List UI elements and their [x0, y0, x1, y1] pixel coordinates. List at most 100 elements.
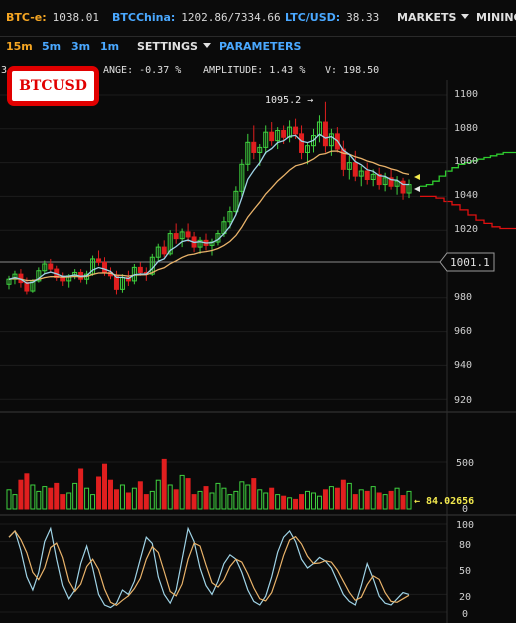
volume-bar — [340, 479, 346, 510]
volume-bar — [119, 484, 125, 510]
settings-menu[interactable]: SETTINGS — [137, 40, 211, 53]
volume-bar — [376, 492, 382, 510]
volume-bar — [179, 474, 185, 510]
candle-body — [137, 266, 143, 273]
candle-body — [96, 258, 102, 263]
price-tick-label: 1020 — [454, 224, 478, 235]
price-tick-label: 920 — [454, 395, 472, 406]
order-book-depth — [420, 151, 516, 230]
settings-menu-label: SETTINGS — [137, 40, 198, 53]
volume-bar — [215, 482, 221, 510]
candle-body — [161, 246, 167, 255]
volume-bar — [370, 486, 376, 510]
volume-bar — [334, 487, 340, 510]
moving-averages — [8, 133, 420, 284]
volume-bar — [322, 489, 328, 510]
price-tick-label: 980 — [454, 292, 472, 303]
volume-bar — [233, 490, 239, 510]
candle-body — [358, 170, 364, 177]
parameters-link[interactable]: PARAMETERS — [219, 40, 302, 53]
volume-tick-label: 0 — [462, 504, 468, 515]
volume-bar — [149, 490, 155, 510]
last-price-arrow-bottom — [414, 186, 420, 192]
stats-volume: V: 198.50 — [325, 65, 380, 76]
volume-bar — [173, 489, 179, 510]
volume-bar — [221, 487, 227, 510]
candle-body — [227, 211, 233, 223]
candle-body — [370, 173, 376, 180]
candle-body — [269, 131, 275, 142]
candle-body — [72, 271, 78, 277]
oscillator-series — [8, 526, 410, 609]
candle-body — [275, 129, 281, 142]
markets-menu[interactable]: MARKETS — [397, 11, 470, 24]
candle-body — [257, 146, 263, 153]
volume-bar — [90, 494, 96, 510]
volume-bar — [84, 487, 90, 510]
stats-bar: 3 ANGE: -0.37 % AMPLITUDE: 1.43 % V: 198… — [0, 62, 516, 78]
candle-body — [400, 180, 406, 194]
volume-bar — [227, 494, 233, 510]
candle-body — [299, 133, 305, 153]
volume-bar — [24, 473, 30, 510]
candle-body — [251, 141, 257, 153]
volume-bar — [102, 463, 108, 510]
ticker-ltcusd[interactable]: LTC/USD: 38.33 — [285, 11, 379, 24]
candle-body — [340, 148, 346, 170]
stats-first-char: 3 — [1, 65, 8, 76]
timeframe-15m[interactable]: 15m — [6, 40, 33, 53]
volume-bar — [382, 494, 388, 510]
volume-bar — [137, 481, 143, 510]
candle-body — [305, 145, 311, 153]
volume-bar — [167, 484, 173, 510]
osc-tick-label: 0 — [462, 609, 468, 620]
timeframe-5m[interactable]: 5m — [42, 40, 62, 53]
volume-bar — [107, 479, 113, 510]
timeframe-3m[interactable]: 3m — [71, 40, 91, 53]
top-ticker-bar: BTC-e: 1038.01 BTCChina: 1202.86/7334.66 L… — [0, 0, 516, 37]
candlestick-series — [6, 101, 412, 295]
chart-grid — [0, 94, 447, 613]
candle-body — [394, 180, 400, 187]
volume-bar — [209, 492, 215, 510]
chevron-down-icon — [461, 14, 470, 19]
candle-body — [185, 231, 191, 238]
volume-bar — [125, 492, 131, 510]
volume-bar — [310, 492, 316, 510]
timeframe-1m[interactable]: 1m — [100, 40, 120, 53]
ticker-btcchina-label: BTCChina: — [112, 11, 176, 24]
osc-tick-label: 50 — [459, 566, 471, 577]
candle-body — [346, 162, 352, 170]
candle-body — [328, 133, 334, 147]
ticker-btce-value: 1038.01 — [52, 11, 99, 24]
volume-series — [6, 458, 412, 510]
volume-bar — [275, 494, 281, 510]
candle-body — [245, 141, 251, 165]
price-tick-label: 1080 — [454, 123, 478, 134]
volume-bar — [72, 482, 78, 510]
mining-menu[interactable]: MINING — [476, 11, 516, 24]
candle-body — [6, 278, 12, 285]
oscillator-d-line — [8, 530, 410, 607]
candle-body — [233, 190, 239, 213]
volume-bar — [293, 498, 299, 510]
ticker-btce[interactable]: BTC-e: 1038.01 — [6, 11, 99, 24]
symbol-badge: BTCUSD — [7, 66, 99, 106]
oscillator-k-line — [8, 526, 410, 609]
fast-moving-average-line — [8, 133, 409, 284]
volume-bar — [60, 494, 66, 510]
mining-menu-label: MINING — [476, 11, 516, 24]
volume-bar — [388, 490, 394, 510]
candle-body — [263, 131, 269, 148]
ticker-btcchina[interactable]: BTCChina: 1202.86/7334.66 — [112, 11, 281, 24]
asks-depth-line — [420, 195, 516, 230]
candle-body — [48, 263, 54, 270]
volume-bar — [269, 487, 275, 510]
candle-body — [382, 177, 388, 186]
volume-bar — [245, 484, 251, 510]
chart-axes — [0, 80, 516, 623]
last-volume-label: ← 84.02656 — [414, 496, 474, 507]
volume-bar — [197, 490, 203, 510]
volume-bar — [12, 494, 18, 510]
